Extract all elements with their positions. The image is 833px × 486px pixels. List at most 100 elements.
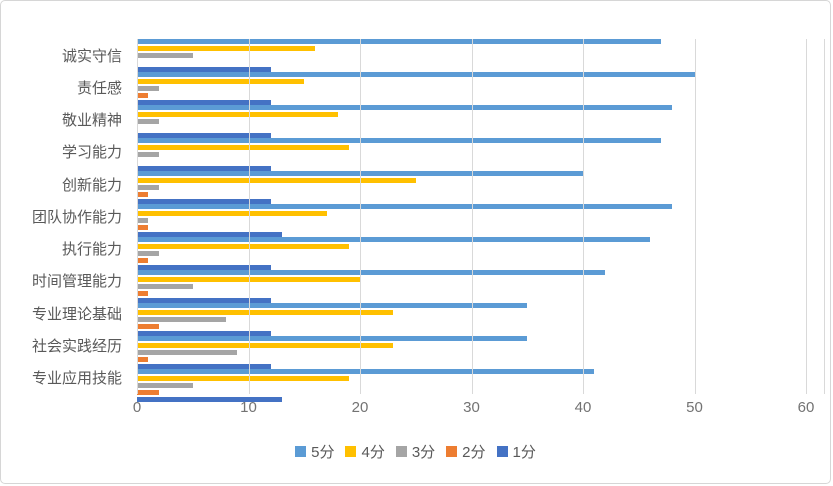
bar-5分 <box>137 336 528 341</box>
bar-5分 <box>137 303 528 308</box>
legend-item-3分: 3分 <box>395 441 436 462</box>
bar-group <box>137 237 806 270</box>
legend-swatch-icon <box>446 446 458 457</box>
bar-group <box>137 303 806 336</box>
bar-5分 <box>137 72 695 77</box>
legend-label: 1分 <box>512 444 536 461</box>
gridline <box>806 39 807 394</box>
bar-group <box>137 105 806 138</box>
legend-label: 3分 <box>411 444 436 461</box>
x-tick-label: 30 <box>463 399 480 416</box>
gridline <box>137 39 138 394</box>
bar-5分 <box>137 138 662 143</box>
bar-3分 <box>137 185 160 190</box>
bar-4分 <box>137 211 327 216</box>
category-label: 诚实守信 <box>61 47 122 65</box>
bar-1分 <box>137 265 271 270</box>
category-label: 专业应用技能 <box>31 370 122 388</box>
legend-item-2分: 2分 <box>446 441 486 462</box>
bar-4分 <box>137 343 394 348</box>
category-label: 敬业精神 <box>61 112 122 130</box>
bar-1分 <box>137 133 271 138</box>
bar-4分 <box>137 178 416 183</box>
bar-2分 <box>137 192 149 197</box>
legend-item-4分: 4分 <box>345 441 385 462</box>
bar-4分 <box>137 244 349 249</box>
bar-3分 <box>137 317 227 322</box>
bar-3分 <box>137 350 238 355</box>
gridline <box>248 39 250 394</box>
bar-1分 <box>137 100 271 105</box>
bar-4分 <box>137 112 338 117</box>
bar-5分 <box>137 105 673 110</box>
bar-2分 <box>137 390 160 395</box>
bar-2分 <box>137 324 160 329</box>
legend-item-5分: 5分 <box>295 441 334 462</box>
bar-1分 <box>137 397 282 402</box>
bar-3分 <box>137 53 193 58</box>
gridline <box>360 39 361 394</box>
bar-2分 <box>137 291 149 296</box>
bar-5分 <box>137 369 595 374</box>
bar-1分 <box>137 67 271 72</box>
bar-1分 <box>137 331 271 336</box>
bar-5分 <box>137 237 650 242</box>
gridline <box>583 39 584 394</box>
bar-group <box>137 369 806 402</box>
bar-4分 <box>137 79 305 84</box>
legend: 5分 4分 3分 2分 1分 <box>1 441 830 462</box>
bar-4分 <box>137 376 349 381</box>
gridline <box>694 39 696 394</box>
legend-label: 4分 <box>361 444 385 461</box>
bar-3分 <box>137 383 193 388</box>
bar-group <box>137 72 806 105</box>
category-label: 执行能力 <box>61 241 122 259</box>
bar-5分 <box>137 270 606 275</box>
bar-group <box>137 138 806 171</box>
bar-3分 <box>137 86 160 91</box>
bar-4分 <box>137 310 394 315</box>
bar-group <box>137 39 806 72</box>
bar-1分 <box>137 298 271 303</box>
legend-swatch-icon <box>395 446 407 457</box>
legend-swatch-icon <box>295 446 307 457</box>
bar-group <box>137 336 806 369</box>
category-label: 团队协作能力 <box>31 208 122 226</box>
bar-3分 <box>137 251 160 256</box>
x-tick-label: 40 <box>574 399 592 416</box>
legend-swatch-icon <box>345 446 357 457</box>
category-label: 创新能力 <box>61 176 122 194</box>
plot-area <box>137 39 825 402</box>
category-label: 时间管理能力 <box>31 273 122 291</box>
bar-1分 <box>137 364 271 369</box>
legend-swatch-icon <box>496 446 508 457</box>
bar-group <box>137 204 806 237</box>
legend-label: 5分 <box>311 444 335 461</box>
category-label: 学习能力 <box>61 144 122 162</box>
category-label: 责任感 <box>76 79 122 97</box>
bar-3分 <box>137 152 160 157</box>
legend-label: 2分 <box>462 444 486 461</box>
x-tick-label: 50 <box>686 399 703 416</box>
x-tick-label: 60 <box>797 399 815 416</box>
bar-5分 <box>137 39 662 44</box>
x-tick-label: 0 <box>132 399 142 416</box>
bar-3分 <box>137 284 193 289</box>
value-axis: 0 10 20 30 40 50 60 <box>1 399 830 419</box>
bar-2分 <box>137 258 149 263</box>
bar-1分 <box>137 232 282 237</box>
bar-2分 <box>137 357 149 362</box>
legend-item-1分: 1分 <box>496 441 536 462</box>
x-tick-label: 10 <box>240 399 257 416</box>
category-label: 专业理论基础 <box>31 305 122 323</box>
category-label: 社会实践经历 <box>31 338 122 356</box>
x-tick-label: 20 <box>351 399 369 416</box>
bar-5分 <box>137 204 673 209</box>
bar-4分 <box>137 145 349 150</box>
bar-1分 <box>137 166 271 171</box>
bar-1分 <box>137 199 271 204</box>
bar-3分 <box>137 218 149 223</box>
bar-2分 <box>137 225 149 230</box>
bar-4分 <box>137 46 316 51</box>
